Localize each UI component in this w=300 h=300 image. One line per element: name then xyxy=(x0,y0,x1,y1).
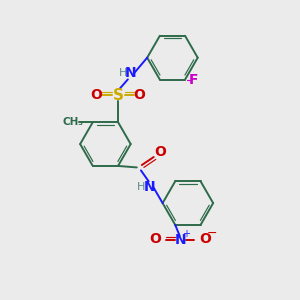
Text: CH₃: CH₃ xyxy=(63,117,84,127)
Text: N: N xyxy=(125,66,136,80)
Text: F: F xyxy=(189,73,198,87)
Text: +: + xyxy=(182,229,190,239)
Text: O: O xyxy=(91,88,103,102)
Text: −: − xyxy=(207,226,218,239)
Text: O: O xyxy=(199,232,211,246)
Text: O: O xyxy=(154,145,166,159)
Text: N: N xyxy=(175,233,186,247)
Text: H: H xyxy=(137,182,145,192)
Text: H: H xyxy=(118,68,127,78)
Text: N: N xyxy=(143,180,155,194)
Text: S: S xyxy=(112,88,124,103)
Text: O: O xyxy=(134,88,146,102)
Text: O: O xyxy=(149,232,161,246)
